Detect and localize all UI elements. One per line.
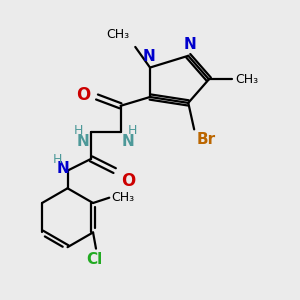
Text: CH₃: CH₃: [106, 28, 129, 41]
Text: CH₃: CH₃: [236, 73, 259, 86]
Text: N: N: [56, 161, 69, 176]
Text: H: H: [128, 124, 138, 137]
Text: O: O: [76, 86, 91, 104]
Text: H: H: [74, 124, 83, 137]
Text: CH₃: CH₃: [112, 191, 135, 204]
Text: O: O: [121, 172, 135, 190]
Text: N: N: [183, 37, 196, 52]
Text: N: N: [142, 49, 155, 64]
Text: Cl: Cl: [86, 252, 103, 267]
Text: N: N: [77, 134, 90, 149]
Text: Br: Br: [197, 132, 216, 147]
Text: N: N: [122, 134, 135, 149]
Text: H: H: [52, 153, 62, 166]
